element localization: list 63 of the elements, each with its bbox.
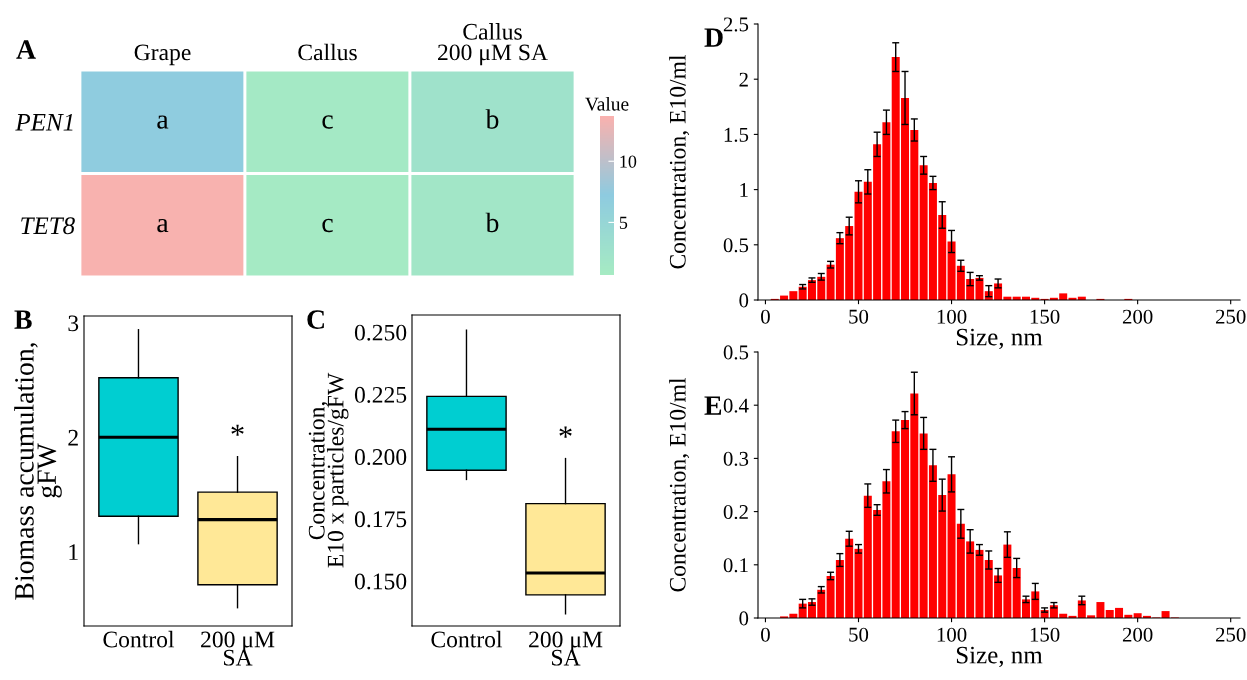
y-tick-label: 0.200 (354, 449, 407, 466)
text: C (307, 310, 324, 329)
x-tick-label: 200 μM SA (529, 631, 603, 666)
x-tick-label: Callus (298, 43, 357, 61)
annotation: * (231, 424, 244, 436)
y-tick-label: 0 (739, 293, 749, 308)
y-tick-label: 0.225 (354, 386, 407, 403)
x-tick-label: Callus 200 μM SA (438, 23, 548, 66)
y-tick-label: 0.3 (723, 451, 749, 466)
y-tick-label: 0.2 (723, 504, 748, 520)
x-tick-label: Grape (134, 44, 191, 66)
x-tick-label: 150 (1030, 627, 1060, 642)
y-tick-label: 0.5 (723, 345, 749, 360)
y-tick-label: 1 (740, 183, 748, 197)
x-tick-label: 0 (761, 309, 770, 324)
x-tick-label: 50 (849, 627, 869, 642)
y-tick-label: 0.5 (723, 238, 749, 253)
x-tick-label: 100 (937, 627, 967, 642)
y-tick-label: 2 (68, 429, 78, 446)
x-tick-label: 200 (1122, 309, 1153, 324)
y-tick-label: 0 (739, 611, 749, 626)
y-tick-label: 3 (68, 315, 79, 332)
x-axis-title: Size, nm (956, 328, 1043, 350)
data-label: b (485, 109, 499, 129)
color-bar-title: Value (585, 96, 629, 111)
text: D (704, 28, 723, 47)
y-axis-title: Concentration, E10/ml (669, 377, 690, 592)
x-tick-label: 200 μM SA (201, 631, 275, 666)
x-tick-label: 50 (849, 309, 869, 324)
y-tick-label: 0.250 (354, 324, 407, 341)
x-tick-label: 150 (1030, 309, 1060, 324)
data-label: a (157, 115, 169, 129)
y-tick-label: PEN1 (15, 113, 73, 131)
x-tick-label: Control (103, 630, 175, 648)
data-label: b (485, 212, 499, 233)
x-tick-label: Control (431, 630, 503, 648)
y-tick-label: TET8 (21, 217, 75, 235)
x-tick-label: 250 (1215, 309, 1246, 324)
x-axis-title: Size, nm (956, 646, 1043, 668)
x-tick-label: 250 (1215, 627, 1246, 642)
annotation: * (559, 426, 572, 438)
y-tick-label: 1.5 (724, 127, 749, 142)
color-bar-label: 5 (619, 216, 628, 229)
text: B (14, 310, 32, 329)
color-bar-label: 10 (620, 155, 637, 168)
data-label: a (157, 218, 169, 233)
y-axis-title: Concentration, E10/ml (669, 54, 690, 269)
y-tick-label: 2 (739, 72, 748, 87)
x-tick-label: 0 (761, 627, 770, 642)
y-axis-title: Concentration, E10 x particles/gFW (308, 372, 349, 568)
y-tick-label: 2.5 (723, 17, 749, 32)
x-tick-label: 200 (1122, 627, 1153, 642)
y-tick-label: 1 (69, 544, 78, 560)
data-label: c (322, 115, 333, 129)
text: E (704, 396, 722, 415)
y-axis-title: Biomass accumulation, gFW (14, 343, 62, 600)
text: A (16, 40, 36, 59)
y-tick-label: 0.1 (723, 558, 748, 573)
x-tick-label: 100 (937, 309, 967, 324)
data-label: c (322, 218, 333, 233)
y-tick-label: 0.4 (723, 398, 749, 413)
y-tick-label: 0.150 (354, 573, 407, 590)
y-tick-label: 0.175 (354, 511, 407, 528)
